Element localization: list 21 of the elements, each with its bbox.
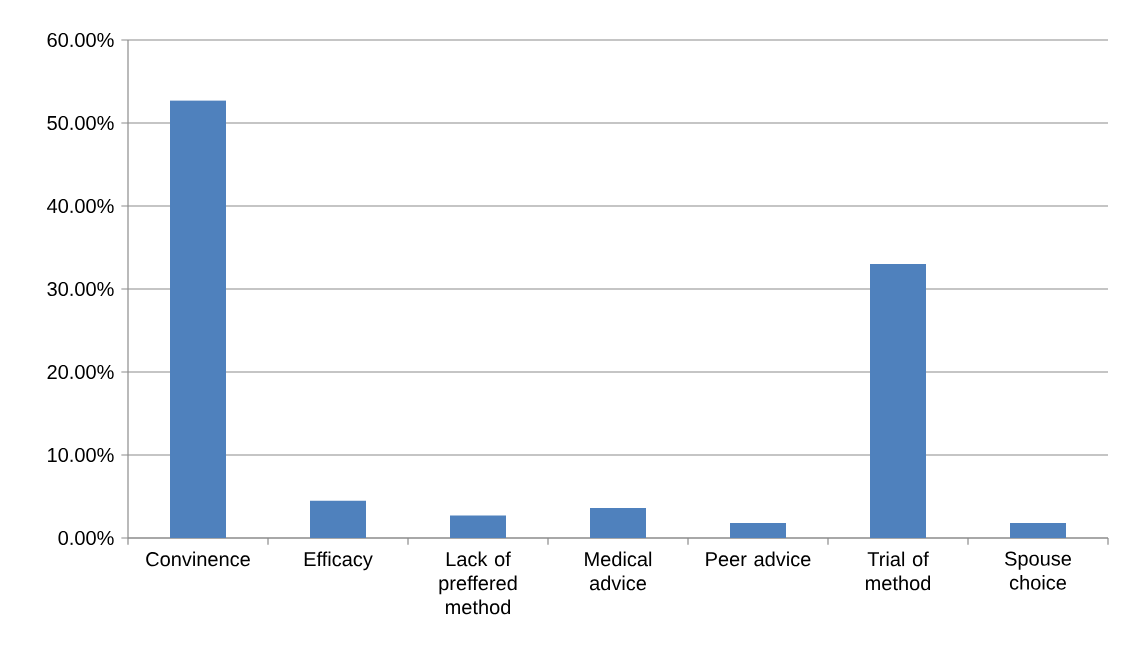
bar: [870, 264, 926, 538]
bar: [310, 500, 366, 538]
bar: [1010, 523, 1066, 538]
bar: [450, 515, 506, 538]
bar: [590, 508, 646, 538]
x-tick-label: Medical advice: [585, 551, 652, 591]
y-tick-label: 20.00%: [47, 364, 114, 380]
x-tick-label: Peer advice: [706, 551, 811, 567]
y-tick-label: 30.00%: [47, 281, 114, 297]
x-tick-label: Convinence: [146, 551, 250, 567]
y-tick-label: 10.00%: [48, 447, 114, 463]
bar: [730, 523, 787, 538]
x-tick-label: Efficacy: [304, 551, 373, 571]
bar: [170, 100, 226, 538]
y-tick-label: 40.00%: [47, 198, 114, 214]
y-tick-label: 50.00%: [47, 115, 114, 131]
x-tick-label: Lack of preffered method: [439, 551, 517, 615]
x-tick-label: Spouse choice: [1004, 551, 1072, 590]
x-tick-label: Trial of method: [865, 551, 931, 591]
y-tick-label: 0.00%: [58, 530, 114, 546]
y-tick-label: 60.00%: [47, 32, 114, 48]
